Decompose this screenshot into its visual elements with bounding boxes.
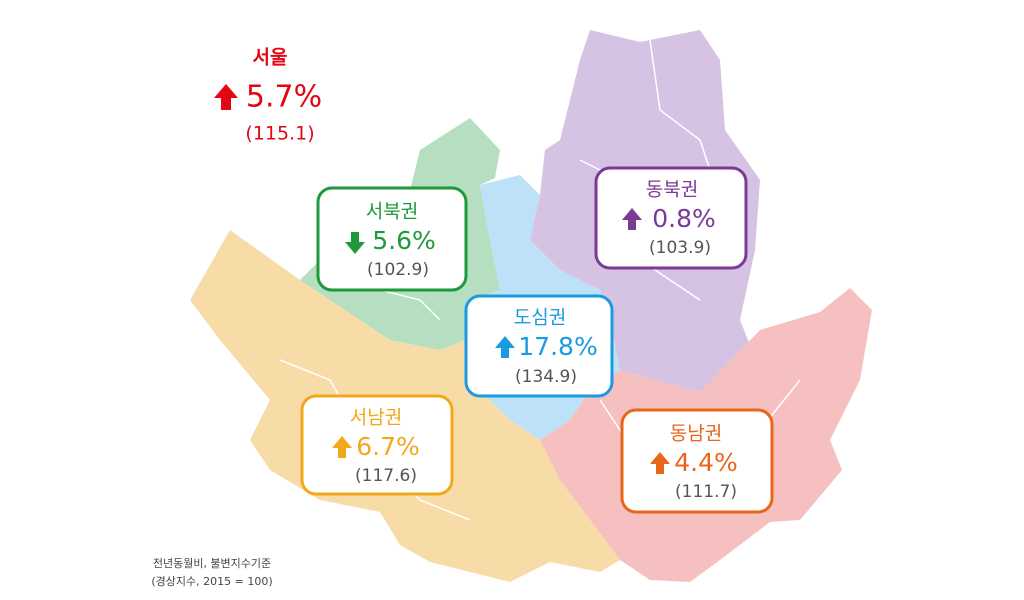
- region-index: (134.9): [515, 367, 577, 387]
- up-arrow: [332, 436, 352, 458]
- region-box: [464, 294, 614, 398]
- district-border: [379, 289, 441, 321]
- region-name: 서남권: [350, 407, 402, 429]
- up-arrow: [650, 452, 670, 474]
- up-arrow: [214, 84, 238, 110]
- seoul-change: 5.7%: [246, 80, 322, 115]
- region-index: (103.9): [649, 238, 711, 258]
- footnote: 전년동월비, 불변지수기준: [153, 557, 271, 570]
- region-name: 동남권: [670, 423, 722, 445]
- region-name: 도심권: [514, 307, 566, 329]
- region-change: 17.8%: [518, 332, 597, 361]
- region-index: (117.6): [355, 466, 417, 486]
- region-change: 4.4%: [674, 448, 738, 477]
- region-change: 6.7%: [356, 432, 420, 461]
- region-index: (111.7): [675, 482, 737, 502]
- footnote: (경상지수, 2015 = 100): [151, 575, 272, 588]
- up-arrow: [622, 208, 642, 230]
- down-arrow: [345, 232, 365, 254]
- region-name: 동북권: [646, 179, 698, 201]
- region-box: [316, 186, 468, 292]
- seoul-index: (115.1): [245, 123, 314, 145]
- region-change: 5.6%: [372, 226, 436, 255]
- region-box: [594, 166, 748, 270]
- seoul-name: 서울: [253, 47, 288, 69]
- region-box: [620, 408, 774, 514]
- region-name: 서북권: [366, 201, 418, 223]
- region-box: [300, 394, 454, 496]
- up-arrow: [495, 336, 515, 358]
- region-change: 0.8%: [652, 204, 716, 233]
- region-index: (102.9): [367, 260, 429, 280]
